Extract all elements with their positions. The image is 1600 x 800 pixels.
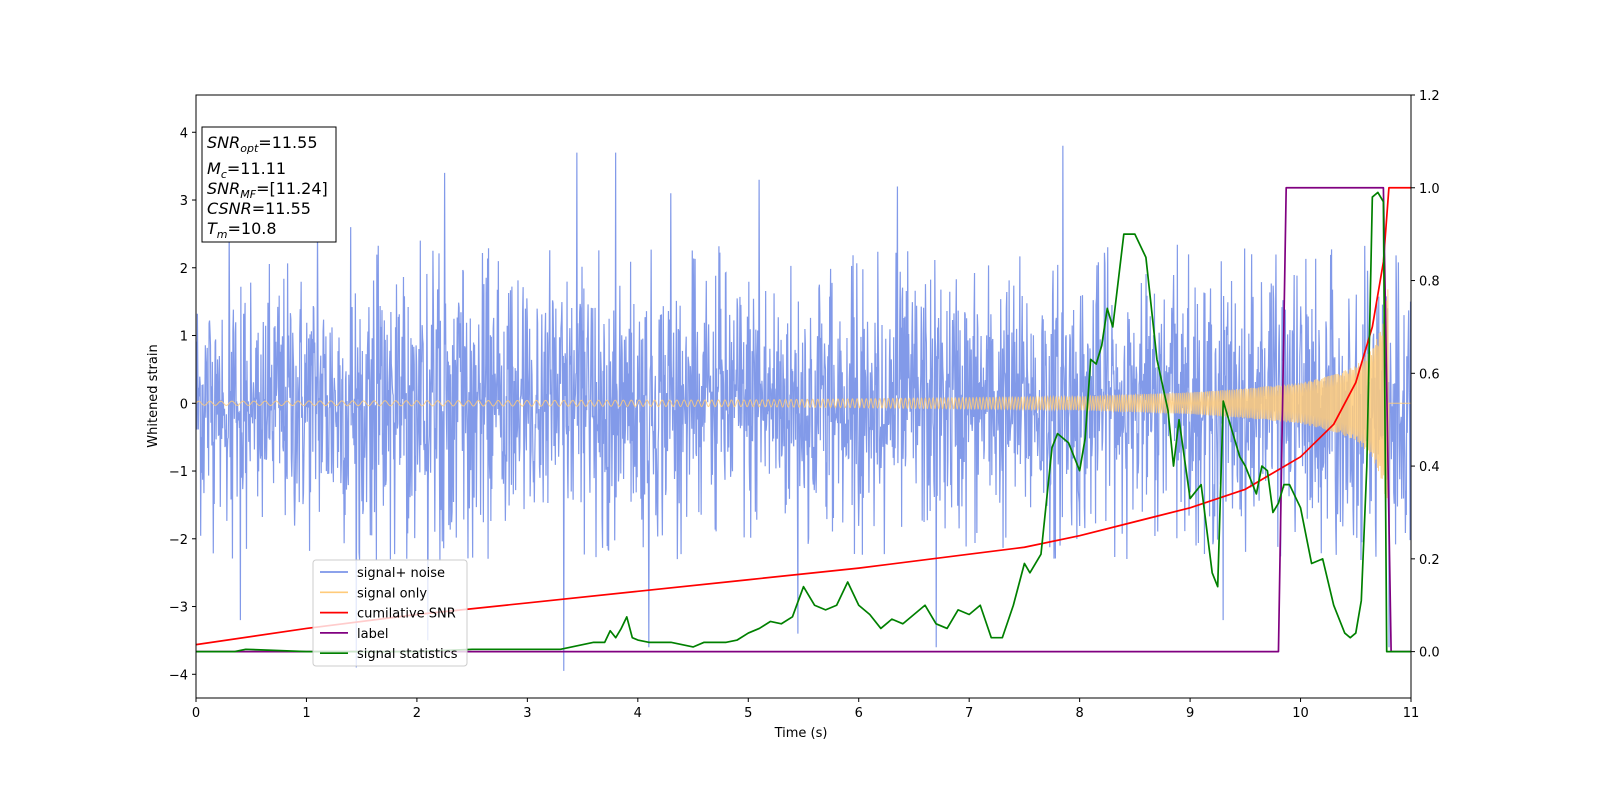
y-axis-right: 0.0 0.2 0.4 0.6 0.8 1.0 1.2 xyxy=(1411,89,1440,661)
annotation-snr-opt: SNRopt=11.55 xyxy=(207,133,318,155)
y-axis-label: Whitened strain xyxy=(146,344,161,447)
y-left-tick-label: 4 xyxy=(180,126,188,141)
y-right-tick-label: 0.8 xyxy=(1419,275,1440,290)
legend-label: signal statistics xyxy=(357,647,458,662)
y-left-tick-label: 3 xyxy=(180,194,188,209)
series-cumilative-snr-line xyxy=(196,186,1411,646)
series-signal-noise-line xyxy=(196,145,1411,671)
x-tick-label: 9 xyxy=(1186,706,1194,721)
y-right-tick-label: 0.6 xyxy=(1419,367,1440,382)
series-signal-only-line xyxy=(196,289,1411,515)
annotation-mc: Mc=11.11 xyxy=(207,159,286,181)
y-axis-left: −4 −3 −2 −1 0 1 2 3 4 xyxy=(169,126,196,683)
y-left-tick-label: −4 xyxy=(169,668,188,683)
y-left-tick-label: 0 xyxy=(180,397,188,412)
x-axis-label: Time (s) xyxy=(774,726,828,741)
x-tick-label: 8 xyxy=(1075,706,1083,721)
x-tick-label: 1 xyxy=(302,706,310,721)
y-right-tick-label: 1.2 xyxy=(1419,89,1440,104)
legend-label: signal+ noise xyxy=(357,566,445,581)
series-layer xyxy=(196,145,1411,671)
series-signal-statistics-line xyxy=(196,191,1411,653)
y-right-tick-label: 0.2 xyxy=(1419,553,1440,568)
y-left-tick-label: −2 xyxy=(169,533,188,548)
plot-frame xyxy=(195,94,1412,699)
x-tick-label: 4 xyxy=(634,706,642,721)
x-tick-label: 3 xyxy=(523,706,531,721)
x-tick-label: 6 xyxy=(855,706,863,721)
legend-label: signal only xyxy=(357,586,427,601)
x-tick-label: 2 xyxy=(413,706,421,721)
x-tick-label: 0 xyxy=(192,706,200,721)
legend-label: cumilative SNR xyxy=(357,607,456,622)
x-axis: 0 1 2 3 4 5 6 7 8 9 10 11 xyxy=(192,698,1419,721)
y-left-tick-label: −1 xyxy=(169,465,188,480)
x-tick-label: 10 xyxy=(1292,706,1309,721)
annotation-csnr: CSNR=11.55 xyxy=(207,199,311,218)
x-tick-label: 7 xyxy=(965,706,973,721)
legend-frame xyxy=(312,559,468,667)
y-left-tick-label: 2 xyxy=(180,262,188,277)
y-left-tick-label: 1 xyxy=(180,330,188,345)
annotation-snr-mf: SNRMF=[11.24] xyxy=(207,179,328,201)
y-right-tick-label: 0.4 xyxy=(1419,460,1440,475)
x-tick-label: 5 xyxy=(744,706,752,721)
y-right-tick-label: 1.0 xyxy=(1419,182,1440,197)
x-tick-label: 11 xyxy=(1403,706,1420,721)
legend: signal+ noise signal only cumilative SNR la… xyxy=(312,559,468,667)
legend-entries: signal+ noise signal only cumilative SNR la… xyxy=(320,566,458,662)
y-left-tick-label: −3 xyxy=(169,601,188,616)
annotation-tm: Tm=10.8 xyxy=(207,219,277,241)
y-right-tick-label: 0.0 xyxy=(1419,646,1440,661)
annotation-box: SNRopt=11.55 Mc=11.11 SNRMF=[11.24] CSNR… xyxy=(201,126,337,243)
legend-label: label xyxy=(357,627,388,642)
